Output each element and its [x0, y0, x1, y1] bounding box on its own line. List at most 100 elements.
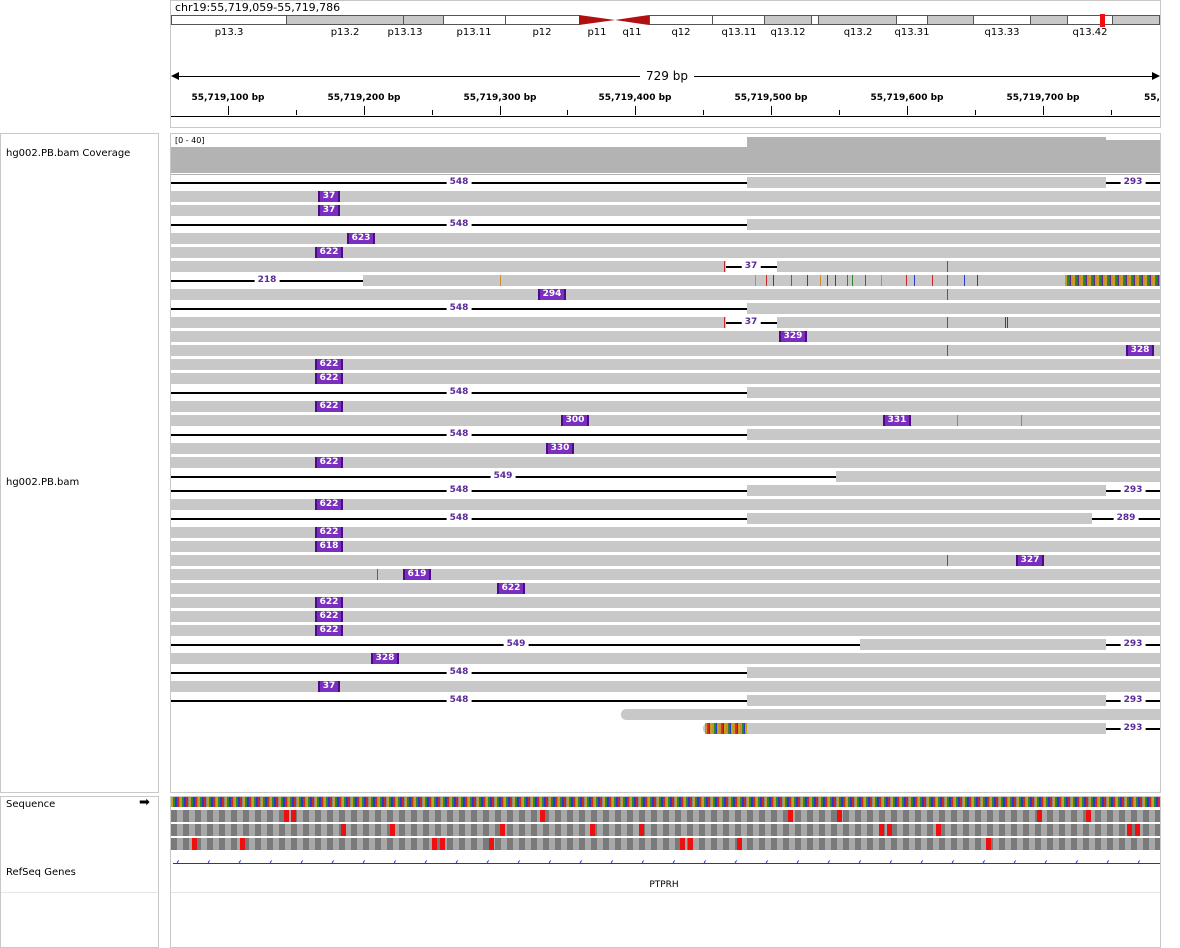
read[interactable] [171, 625, 1160, 636]
read-row[interactable]: 328 [171, 653, 1160, 664]
read-row[interactable]: 548 [171, 219, 1160, 230]
read[interactable] [747, 177, 1106, 188]
read[interactable] [747, 485, 1106, 496]
read-row[interactable]: 328 [171, 345, 1160, 356]
read[interactable] [777, 261, 1160, 272]
insertion-badge[interactable]: 294 [538, 289, 566, 300]
read-row[interactable]: 300 331 [171, 415, 1160, 426]
read[interactable] [171, 443, 1160, 454]
sequence-track-name[interactable]: Sequence [6, 799, 56, 810]
read[interactable] [171, 359, 1160, 370]
read[interactable] [171, 611, 1160, 622]
read[interactable] [171, 373, 1160, 384]
read-row[interactable]: 37 [171, 191, 1160, 202]
read[interactable] [747, 303, 1160, 314]
read[interactable] [747, 387, 1160, 398]
insertion-badge[interactable]: 619 [403, 569, 431, 580]
read-row[interactable]: 548 [171, 387, 1160, 398]
read-row[interactable]: 549 [171, 471, 1160, 482]
read-row[interactable]: 619 [171, 569, 1160, 580]
insertion-badge[interactable]: 331 [883, 415, 911, 426]
read[interactable] [171, 191, 1160, 202]
insertion-badge[interactable]: 37 [318, 681, 340, 692]
read-row[interactable]: 548 [171, 429, 1160, 440]
insertion-badge[interactable]: 328 [1126, 345, 1154, 356]
read-row[interactable]: 37 [171, 681, 1160, 692]
insertion-badge[interactable]: 622 [315, 625, 343, 636]
insertion-badge[interactable]: 622 [315, 611, 343, 622]
insertion-badge[interactable]: 330 [546, 443, 574, 454]
read-row[interactable]: 548 293 [171, 695, 1160, 706]
read[interactable] [171, 415, 1160, 426]
read[interactable] [836, 471, 1160, 482]
read-row[interactable] [171, 709, 1160, 720]
read[interactable] [171, 261, 726, 272]
read-row[interactable]: 622 [171, 597, 1160, 608]
read[interactable] [171, 457, 1160, 468]
read-row[interactable]: 548 293 [171, 177, 1160, 188]
insertion-badge[interactable]: 622 [315, 401, 343, 412]
read[interactable] [777, 317, 1160, 328]
read[interactable] [171, 499, 1160, 510]
coverage-bar[interactable] [171, 147, 747, 173]
insertion-badge[interactable]: 622 [315, 457, 343, 468]
read-row[interactable]: 37 [171, 317, 1160, 328]
read[interactable] [860, 639, 1106, 650]
gene-model[interactable] [173, 863, 1160, 864]
read-row[interactable]: 622 [171, 583, 1160, 594]
read[interactable] [171, 583, 1160, 594]
read-row[interactable]: 330 [171, 443, 1160, 454]
insertion-badge[interactable]: 622 [315, 359, 343, 370]
read[interactable] [171, 345, 1160, 356]
read-row[interactable]: 622 [171, 457, 1160, 468]
read[interactable] [747, 513, 1092, 524]
read[interactable] [171, 317, 726, 328]
read[interactable] [171, 247, 1160, 258]
read[interactable] [747, 219, 1160, 230]
read-row[interactable]: 618 [171, 541, 1160, 552]
insertion-badge[interactable]: 300 [561, 415, 589, 426]
read[interactable] [171, 401, 1160, 412]
insertion-badge[interactable]: 37 [318, 205, 340, 216]
read-row[interactable]: 622 [171, 373, 1160, 384]
read-row[interactable]: 37 [171, 261, 1160, 272]
read[interactable] [171, 541, 1160, 552]
read-row[interactable]: 549 293 [171, 639, 1160, 650]
read-row[interactable]: 327 [171, 555, 1160, 566]
read-row[interactable]: 218 [171, 275, 1160, 286]
read-row[interactable]: 622 [171, 359, 1160, 370]
insertion-badge[interactable]: 622 [315, 373, 343, 384]
insertion-badge[interactable]: 618 [315, 541, 343, 552]
coverage-bar[interactable] [1106, 140, 1160, 173]
insertion-badge[interactable]: 623 [347, 233, 375, 244]
read[interactable] [171, 555, 1160, 566]
insertion-badge[interactable]: 329 [779, 331, 807, 342]
insertion-badge[interactable]: 622 [315, 247, 343, 258]
read[interactable] [747, 429, 1160, 440]
read-row[interactable]: 329 [171, 331, 1160, 342]
read-row[interactable]: 294 [171, 289, 1160, 300]
read-row[interactable]: 622 [171, 401, 1160, 412]
chromosome-ideogram[interactable] [171, 14, 1160, 27]
read[interactable] [171, 233, 1160, 244]
read-row[interactable]: 548 293 [171, 485, 1160, 496]
read-row[interactable]: 293 [171, 723, 1160, 734]
read[interactable] [171, 289, 1160, 300]
read-row[interactable]: 622 [171, 499, 1160, 510]
insertion-badge[interactable]: 327 [1016, 555, 1044, 566]
read-row[interactable]: 548 289 [171, 513, 1160, 524]
reference-sequence[interactable] [171, 797, 1160, 807]
strand-arrow-icon[interactable]: ➡ [139, 795, 150, 810]
alignment-track-name[interactable]: hg002.PB.bam [6, 477, 80, 488]
read[interactable] [171, 527, 1160, 538]
read-row[interactable]: 622 [171, 611, 1160, 622]
insertion-badge[interactable]: 622 [315, 499, 343, 510]
read[interactable] [703, 723, 1106, 734]
read-row[interactable]: 548 [171, 667, 1160, 678]
read[interactable] [171, 205, 1160, 216]
read-row[interactable]: 623 [171, 233, 1160, 244]
read[interactable] [171, 653, 1160, 664]
read-row[interactable]: 622 [171, 247, 1160, 258]
insertion-badge[interactable]: 328 [371, 653, 399, 664]
refseq-genes-track-name[interactable]: RefSeq Genes [6, 867, 76, 878]
